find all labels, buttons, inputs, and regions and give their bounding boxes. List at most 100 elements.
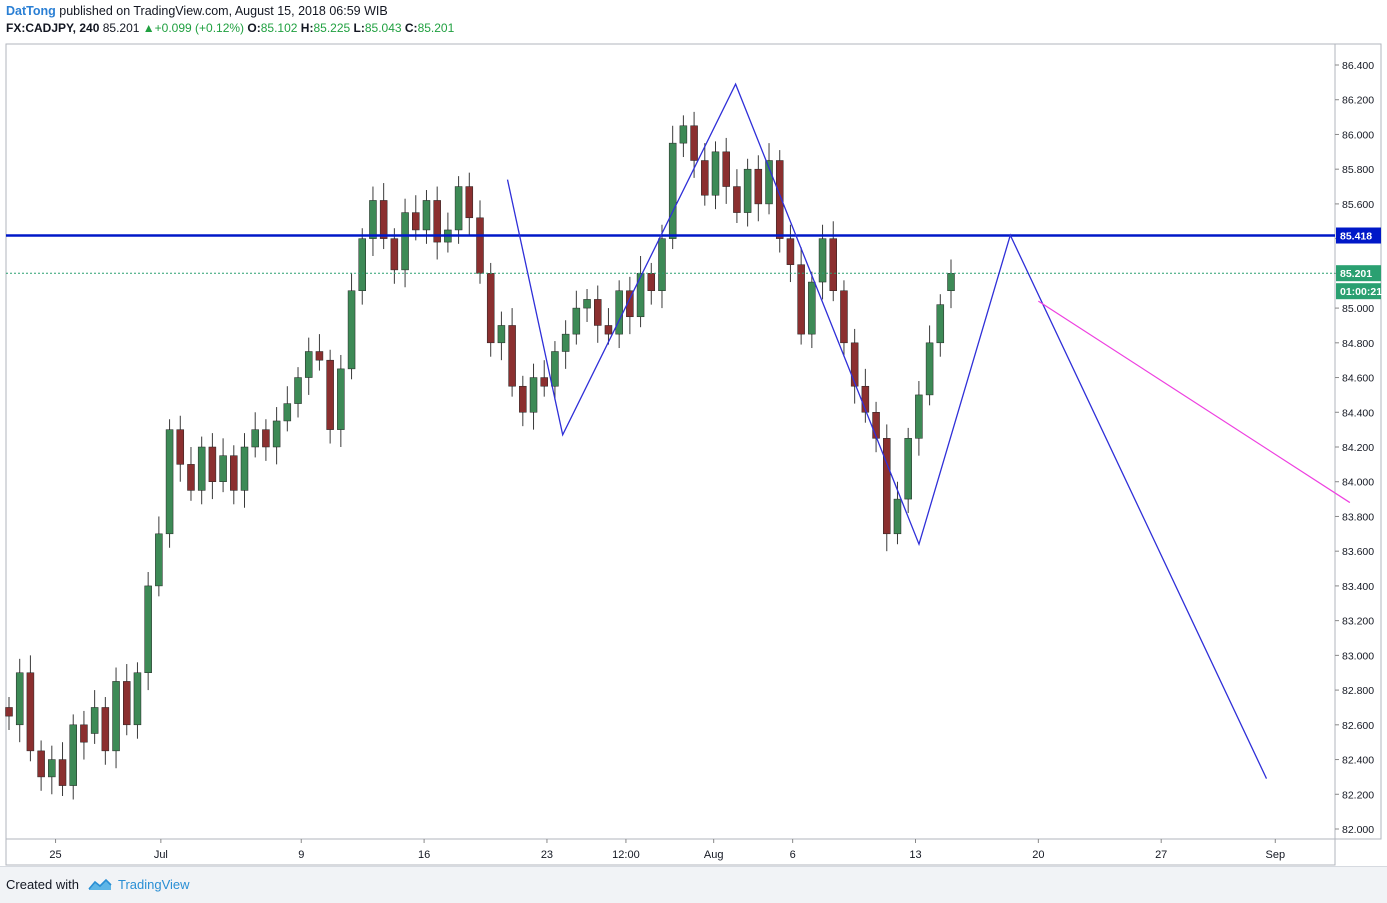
- author-name[interactable]: DatTong: [6, 4, 56, 18]
- candlestick-chart[interactable]: 86.40086.20086.00085.80085.60085.40085.2…: [0, 0, 1387, 866]
- y-tick-label: 83.800: [1342, 511, 1374, 523]
- candle-body: [326, 359, 334, 430]
- candle-body: [733, 186, 741, 213]
- candle-body: [176, 429, 185, 465]
- x-tick-label: 12:00: [612, 849, 640, 861]
- y-tick-label: 86.200: [1342, 95, 1374, 107]
- price-axis[interactable]: [1334, 43, 1382, 840]
- candles-layer: [5, 111, 955, 800]
- candle-body: [572, 307, 581, 335]
- candle-body: [155, 533, 163, 587]
- candle-body: [947, 273, 955, 291]
- candle-body: [818, 238, 827, 283]
- candle-body: [583, 299, 591, 309]
- candle-body: [5, 707, 13, 717]
- candle-body: [519, 385, 527, 413]
- price-change: +0.099 (+0.12%): [154, 21, 245, 35]
- candle-body: [101, 707, 110, 752]
- candle-body: [272, 420, 281, 448]
- y-tick-label: 85.000: [1342, 303, 1374, 315]
- candle-body: [743, 168, 752, 213]
- candle-body: [765, 160, 773, 205]
- price-tag-box: [1336, 283, 1381, 300]
- candle-body: [401, 212, 409, 271]
- candle-body: [486, 273, 495, 344]
- candle-body: [679, 125, 688, 144]
- candle-body: [144, 585, 152, 673]
- candle-body: [219, 455, 227, 482]
- candle-body: [701, 160, 709, 196]
- y-tick-label: 85.800: [1342, 164, 1374, 176]
- candle-body: [872, 412, 880, 439]
- close-value: 85.201: [417, 21, 455, 35]
- candle-body: [315, 351, 324, 361]
- candle-body: [358, 238, 366, 291]
- x-tick-label: 13: [909, 849, 921, 861]
- up-arrow-icon: ▲: [142, 21, 155, 35]
- candle-body: [165, 429, 174, 535]
- candle-body: [883, 438, 891, 535]
- candle-body: [251, 429, 259, 448]
- y-tick-label: 85.600: [1342, 199, 1374, 211]
- candle-body: [262, 429, 270, 448]
- candle-body: [850, 342, 859, 387]
- candle-body: [37, 750, 45, 778]
- candle-body: [15, 672, 24, 726]
- candle-body: [915, 394, 923, 439]
- candle-body: [551, 351, 559, 387]
- candle-body: [476, 217, 484, 274]
- footer-bar: Created with TradingView: [0, 866, 1387, 903]
- y-tick-label: 83.600: [1342, 546, 1374, 558]
- y-tick-label: 83.400: [1342, 581, 1374, 593]
- candle-body: [412, 212, 420, 231]
- candle-body: [304, 351, 313, 378]
- candle-body: [230, 455, 238, 491]
- y-tick-label: 84.800: [1342, 338, 1374, 350]
- candle-body: [369, 200, 377, 239]
- time-axis[interactable]: [5, 838, 1336, 866]
- price-tag-label: 01:00:21: [1340, 286, 1382, 298]
- candle-body: [379, 200, 388, 239]
- low-value: 85.043: [364, 21, 402, 35]
- price-tag-box: [1336, 265, 1381, 282]
- x-tick-label: 16: [418, 849, 430, 861]
- symbol-label[interactable]: FX:CADJPY, 240: [6, 21, 100, 35]
- candle-body: [48, 759, 56, 778]
- candle-body: [754, 168, 763, 205]
- candle-body: [112, 681, 120, 752]
- candle-body: [337, 368, 345, 430]
- y-tick-label: 86.000: [1342, 129, 1374, 141]
- price-axis-labels: 86.40086.20086.00085.80085.60085.40085.2…: [1335, 60, 1374, 836]
- candle-body: [497, 325, 506, 344]
- y-tick-label: 83.000: [1342, 650, 1374, 662]
- high-value: 85.225: [313, 21, 351, 35]
- candle-body: [690, 125, 698, 161]
- candle-body: [422, 200, 431, 231]
- candle-body: [390, 238, 399, 271]
- x-tick-label: 9: [298, 849, 304, 861]
- y-tick-label: 84.000: [1342, 477, 1374, 489]
- candle-body: [636, 273, 645, 318]
- candle-body: [626, 290, 634, 318]
- x-tick-label: Sep: [1265, 849, 1285, 861]
- candle-body: [594, 299, 602, 326]
- x-tick-label: 23: [541, 849, 553, 861]
- tradingview-logo-icon[interactable]: [88, 877, 112, 898]
- candle-body: [80, 724, 88, 743]
- time-axis-labels: 25 Jul 9 16 23 12:00 Aug 6 13 20 27 Sep: [49, 839, 1285, 861]
- candle-body: [90, 707, 99, 734]
- y-tick-label: 84.600: [1342, 373, 1374, 385]
- low-label: L:: [353, 21, 365, 35]
- y-tick-label: 82.000: [1342, 824, 1374, 836]
- candle-body: [775, 160, 784, 239]
- created-with-text: Created with: [6, 877, 79, 892]
- candle-body: [904, 438, 912, 500]
- candle-body: [240, 446, 249, 491]
- candle-body: [540, 377, 548, 387]
- candle-body: [433, 200, 441, 243]
- tradingview-brand-link[interactable]: TradingView: [118, 877, 190, 892]
- price-tag-box: [1336, 227, 1381, 244]
- y-tick-label: 86.400: [1342, 60, 1374, 72]
- close-label: C:: [404, 21, 418, 35]
- candle-body: [893, 498, 902, 535]
